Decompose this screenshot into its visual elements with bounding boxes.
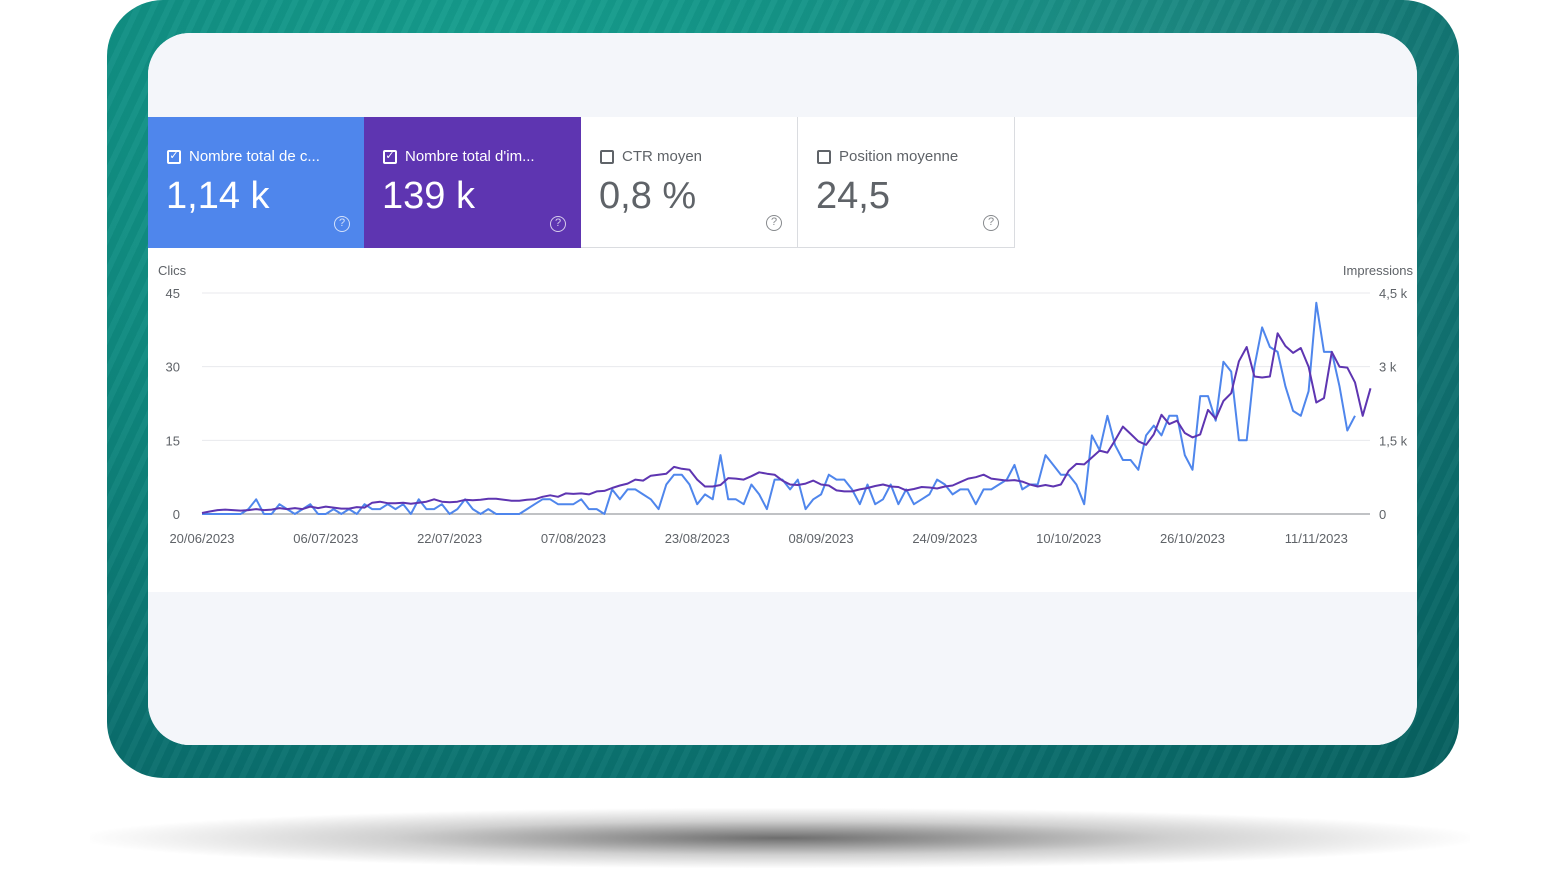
x-tick-label: 07/08/2023: [541, 531, 606, 546]
metric-label: Position moyenne: [839, 148, 959, 165]
drop-shadow: [90, 808, 1470, 868]
x-tick-label: 10/10/2023: [1036, 531, 1101, 546]
y2-tick-label: 3 k: [1379, 360, 1397, 375]
series-line-impressions: [201, 332, 1372, 514]
x-tick-label: 23/08/2023: [665, 531, 730, 546]
metric-label-row: ✓ Nombre total d'im...: [383, 148, 535, 165]
x-tick-label: 06/07/2023: [293, 531, 358, 546]
x-tick-label: 24/09/2023: [912, 531, 977, 546]
x-tick-label: 22/07/2023: [417, 531, 482, 546]
metric-tab-ctr[interactable]: CTR moyen 0,8 %?: [581, 117, 798, 248]
y2-tick-label: 1,5 k: [1379, 433, 1408, 448]
metric-value: 1,14 k: [166, 175, 270, 217]
metric-value: 139 k: [382, 175, 475, 217]
metric-label-row: Position moyenne: [817, 148, 958, 165]
metric-tab-position[interactable]: Position moyenne 24,5?: [798, 117, 1015, 248]
y-tick-label: 45: [166, 286, 180, 301]
performance-chart: 0 0 15 1,5 k 30 3 k 45 4,5 k Clics Impressions 20/…: [158, 263, 1414, 546]
top-band: [148, 33, 1417, 117]
empty-checkbox-icon[interactable]: [600, 149, 614, 164]
metric-label-row: ✓ Nombre total de c...: [167, 148, 320, 165]
x-tick-label: 20/06/2023: [169, 531, 234, 546]
x-tick-label: 26/10/2023: [1160, 531, 1225, 546]
metric-label: Nombre total d'im...: [405, 148, 535, 165]
metric-tab-clicks[interactable]: ✓ Nombre total de c... 1,14 k?: [148, 117, 365, 248]
metric-value: 24,5: [816, 175, 890, 217]
y2-tick-label: 4,5 k: [1379, 286, 1408, 301]
series-line-clics: [202, 301, 1356, 515]
help-circle-icon[interactable]: ?: [334, 216, 350, 232]
metric-label: Nombre total de c...: [189, 148, 320, 165]
help-circle-icon[interactable]: ?: [550, 216, 566, 232]
metric-value: 0,8 %: [599, 175, 697, 217]
check-icon[interactable]: ✓: [167, 149, 181, 164]
y2-axis-title: Impressions: [1343, 263, 1414, 278]
y-tick-label: 15: [166, 433, 180, 448]
check-icon[interactable]: ✓: [383, 149, 397, 164]
metric-label-row: CTR moyen: [600, 148, 702, 165]
y2-tick-label: 0: [1379, 507, 1386, 522]
screen: ✓ Nombre total de c... 1,14 k? ✓ Nombre tota…: [148, 33, 1417, 745]
help-circle-icon[interactable]: ?: [983, 215, 999, 231]
x-tick-label: 08/09/2023: [789, 531, 854, 546]
help-circle-icon[interactable]: ?: [766, 215, 782, 231]
x-tick-label: 11/11/2023: [1285, 531, 1348, 546]
bottom-band: [148, 592, 1417, 745]
y-axis-title: Clics: [158, 263, 187, 278]
y-tick-label: 0: [173, 507, 180, 522]
metric-tab-impressions[interactable]: ✓ Nombre total d'im... 139 k?: [364, 117, 581, 248]
y-tick-label: 30: [166, 360, 180, 375]
metric-label: CTR moyen: [622, 148, 703, 165]
performance-card: ✓ Nombre total de c... 1,14 k? ✓ Nombre tota…: [148, 117, 1417, 592]
empty-checkbox-icon[interactable]: [817, 149, 831, 164]
